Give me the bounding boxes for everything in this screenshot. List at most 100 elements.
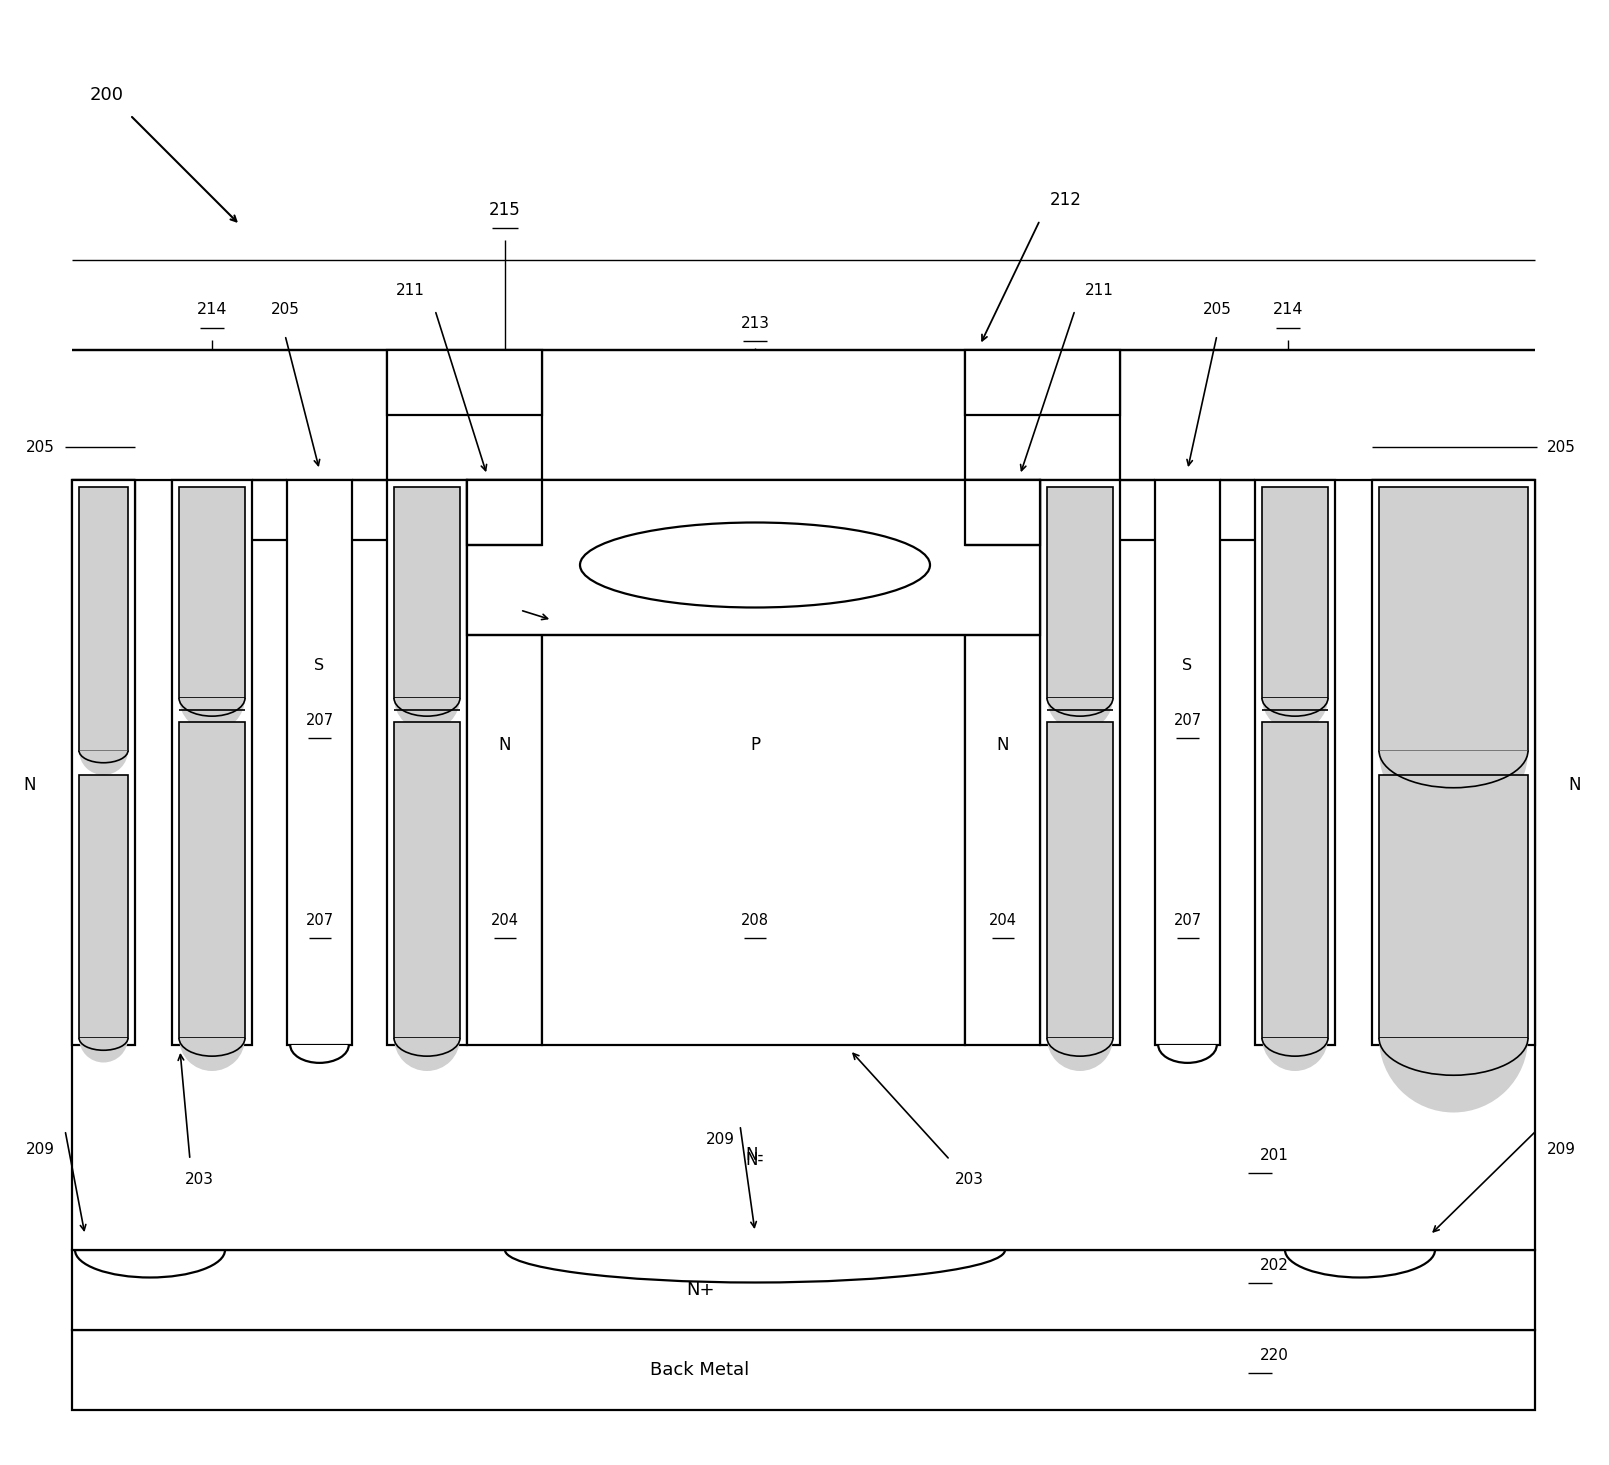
Text: 205: 205 bbox=[26, 440, 55, 454]
Bar bbox=[72, 481, 135, 1045]
Wedge shape bbox=[394, 697, 460, 731]
Text: N: N bbox=[1289, 857, 1302, 873]
Text: 202: 202 bbox=[1260, 1257, 1289, 1273]
Wedge shape bbox=[1261, 697, 1327, 731]
Bar bbox=[72, 1330, 1535, 1409]
Text: 209: 209 bbox=[1546, 1143, 1575, 1157]
Text: 215: 215 bbox=[489, 201, 521, 218]
Text: N-: N- bbox=[747, 1146, 764, 1165]
Wedge shape bbox=[1158, 1045, 1216, 1074]
Bar bbox=[394, 486, 460, 697]
Bar bbox=[286, 481, 352, 1045]
Bar bbox=[179, 722, 245, 1039]
Text: 209: 209 bbox=[26, 1143, 55, 1157]
Wedge shape bbox=[79, 1039, 129, 1062]
Text: 204: 204 bbox=[198, 913, 225, 927]
Text: 204: 204 bbox=[990, 913, 1017, 927]
Bar bbox=[1155, 481, 1220, 1045]
Text: 214: 214 bbox=[196, 302, 227, 318]
Text: p: p bbox=[1052, 558, 1062, 573]
Text: 206: 206 bbox=[1440, 643, 1467, 658]
Text: 205: 205 bbox=[270, 302, 299, 318]
Text: 206: 206 bbox=[1067, 643, 1094, 658]
Bar bbox=[1261, 486, 1327, 697]
Text: 207: 207 bbox=[306, 913, 335, 927]
Bar bbox=[965, 481, 1039, 1045]
Bar bbox=[1379, 775, 1529, 1039]
Text: N: N bbox=[206, 857, 219, 873]
Bar bbox=[388, 350, 542, 415]
Bar bbox=[1372, 481, 1535, 1045]
Text: N: N bbox=[422, 857, 433, 873]
Text: 214: 214 bbox=[1273, 302, 1303, 318]
Text: G: G bbox=[1289, 587, 1302, 602]
Text: p: p bbox=[446, 558, 455, 573]
Text: N: N bbox=[1073, 857, 1086, 873]
Text: 211: 211 bbox=[396, 283, 425, 297]
Bar bbox=[79, 775, 129, 1039]
Wedge shape bbox=[79, 750, 129, 775]
Wedge shape bbox=[1379, 750, 1529, 825]
Text: 207: 207 bbox=[1175, 913, 1202, 927]
Text: N: N bbox=[499, 735, 512, 754]
Bar bbox=[965, 481, 1039, 545]
Bar bbox=[394, 722, 460, 1039]
Text: P: P bbox=[750, 735, 759, 754]
Bar bbox=[72, 1250, 1535, 1330]
Wedge shape bbox=[1047, 697, 1113, 731]
Bar bbox=[1255, 481, 1335, 1045]
Bar bbox=[965, 350, 1120, 415]
Wedge shape bbox=[1261, 1039, 1327, 1071]
Text: 220: 220 bbox=[1260, 1348, 1289, 1362]
Text: n+: n+ bbox=[993, 505, 1012, 520]
Bar bbox=[79, 486, 129, 750]
Bar bbox=[1261, 722, 1327, 1039]
Text: N: N bbox=[24, 776, 37, 794]
Wedge shape bbox=[179, 1039, 245, 1071]
Bar bbox=[467, 481, 542, 1045]
Text: 204: 204 bbox=[1281, 913, 1310, 927]
Bar bbox=[179, 486, 245, 697]
Text: N+: N+ bbox=[685, 1280, 714, 1299]
Text: 207: 207 bbox=[306, 712, 333, 728]
Text: 200: 200 bbox=[90, 86, 124, 104]
Text: 206: 206 bbox=[1281, 643, 1310, 658]
Wedge shape bbox=[1047, 1039, 1113, 1071]
Bar bbox=[1047, 486, 1113, 697]
Bar bbox=[388, 481, 467, 1045]
Text: 204: 204 bbox=[491, 913, 520, 927]
Text: 206: 206 bbox=[90, 643, 117, 658]
Ellipse shape bbox=[579, 523, 930, 608]
Text: 207: 207 bbox=[1173, 712, 1202, 728]
Text: 201: 201 bbox=[1260, 1147, 1289, 1163]
Text: G: G bbox=[97, 587, 109, 602]
Bar bbox=[72, 481, 1535, 1250]
Bar bbox=[172, 481, 253, 1045]
Text: N-: N- bbox=[747, 1151, 764, 1169]
Text: 203: 203 bbox=[956, 1172, 985, 1188]
Text: 210: 210 bbox=[481, 583, 510, 598]
Wedge shape bbox=[179, 697, 245, 731]
Text: N: N bbox=[996, 735, 1009, 754]
Bar bbox=[467, 481, 542, 545]
Text: S: S bbox=[314, 658, 325, 672]
Text: 206: 206 bbox=[198, 643, 225, 658]
Text: G: G bbox=[206, 587, 219, 602]
Text: 206: 206 bbox=[414, 643, 441, 658]
Text: 203: 203 bbox=[185, 1172, 214, 1188]
Text: n+: n+ bbox=[494, 505, 515, 520]
Text: 211: 211 bbox=[1084, 283, 1113, 297]
Text: p+: p+ bbox=[745, 552, 766, 567]
Bar bbox=[542, 481, 965, 1045]
Text: G: G bbox=[1448, 587, 1459, 602]
Wedge shape bbox=[1379, 1039, 1529, 1112]
Bar bbox=[1379, 486, 1529, 750]
Text: 204: 204 bbox=[1067, 913, 1094, 927]
Bar bbox=[1047, 722, 1113, 1039]
Text: 213: 213 bbox=[740, 315, 769, 331]
Text: N: N bbox=[1569, 776, 1582, 794]
Text: 208: 208 bbox=[742, 913, 769, 927]
Text: 205: 205 bbox=[1202, 302, 1231, 318]
Bar bbox=[467, 481, 1039, 634]
Text: G: G bbox=[422, 587, 433, 602]
